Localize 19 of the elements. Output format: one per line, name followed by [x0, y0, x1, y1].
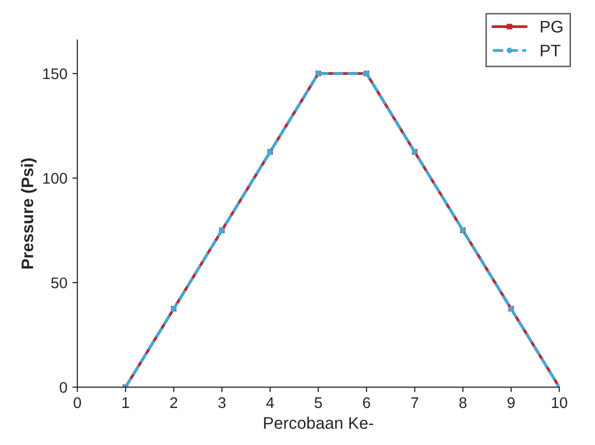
x-tick-label: 9 — [508, 397, 515, 408]
x-tick-label: 0 — [74, 397, 81, 408]
legend-label: PG — [540, 20, 562, 33]
x-tick-label: 7 — [411, 397, 418, 408]
x-tick-label: 4 — [266, 397, 274, 408]
y-tick-label: 50 — [51, 277, 68, 288]
x-axis-title: Percobaan Ke- — [264, 416, 374, 429]
x-tick-label: 8 — [459, 397, 466, 408]
y-tick-label: 100 — [43, 172, 68, 184]
legend-label: PT — [540, 44, 560, 56]
y-axis-title: Pressure (Psi) — [21, 158, 37, 269]
x-tick-label: 3 — [218, 397, 226, 408]
x-tick-label: 10 — [552, 397, 568, 408]
x-tick-label: 2 — [170, 397, 178, 408]
x-tick-label: 1 — [122, 397, 130, 408]
x-tick-label: 6 — [363, 397, 370, 408]
y-tick-label: 150 — [43, 68, 68, 80]
y-tick-label: 0 — [60, 382, 68, 393]
x-tick-label: 5 — [314, 397, 322, 408]
